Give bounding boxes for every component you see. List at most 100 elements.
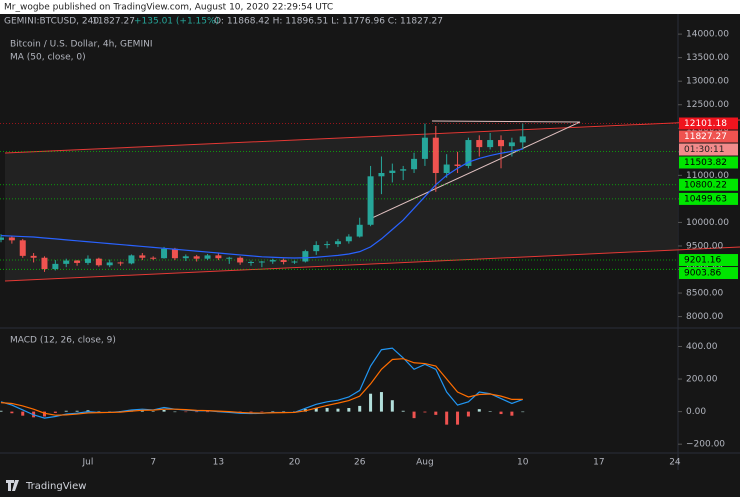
brand: TradingView: [25, 481, 86, 492]
macd-histogram-bar: [64, 410, 68, 412]
y-tick-label: 13500.00: [686, 53, 729, 63]
candle-body: [8, 237, 15, 241]
y-tick-label: 12500.00: [686, 100, 729, 110]
level-label-bg: [679, 192, 738, 205]
x-tick-label: 26: [354, 458, 366, 468]
price-label-bg: [679, 130, 738, 143]
candle-body: [302, 251, 309, 262]
candle-body: [204, 255, 211, 259]
candle-body: [84, 258, 91, 263]
candle-body: [30, 255, 37, 258]
macd-histogram-bar: [282, 411, 286, 412]
macd-histogram-bar: [42, 411, 46, 417]
candle-body: [269, 260, 276, 262]
macd-y-tick-label: −200.00: [686, 440, 725, 450]
candle-body: [52, 263, 59, 270]
x-tick-label: 17: [593, 458, 604, 468]
macd-line: [0, 358, 523, 416]
macd-histogram-bar: [379, 392, 383, 412]
candle-body: [74, 260, 81, 263]
macd-histogram-bar: [173, 411, 177, 413]
macd-y-tick-label: 0.00: [686, 407, 706, 417]
candle-body: [95, 258, 102, 266]
level-label: 12101.18: [684, 119, 727, 129]
x-tick-label: 24: [669, 458, 681, 468]
candle-body: [367, 176, 374, 225]
countdown-label-bg: [679, 143, 738, 156]
macd-histogram-bar: [401, 410, 405, 412]
candle-body: [248, 261, 255, 263]
macd-histogram-bar: [53, 411, 57, 413]
macd-histogram-bar: [477, 409, 481, 412]
macd-histogram-bar: [184, 411, 188, 413]
macd-histogram-bar: [97, 411, 101, 412]
candle-body: [519, 136, 526, 143]
y-tick-label: 9500.00: [686, 241, 723, 251]
macd-histogram-bar: [445, 411, 449, 425]
candle-body: [487, 140, 494, 148]
change: +135.01 (+1.15%): [134, 17, 219, 27]
candle-body: [150, 257, 157, 259]
x-tick-label: Aug: [416, 458, 434, 468]
macd-histogram-bar: [336, 408, 340, 412]
triangle-bottom: [371, 121, 581, 219]
macd-histogram-bar: [162, 409, 166, 412]
macd-histogram-bar: [488, 411, 492, 412]
candle-body: [193, 256, 200, 259]
macd-legend: MACD (12, 26, close, 9): [10, 336, 116, 346]
macd-histogram-bar: [325, 408, 329, 412]
candle-body: [128, 255, 135, 264]
candle-body: [237, 257, 244, 263]
candle-body: [106, 262, 113, 266]
candle-body: [508, 142, 515, 147]
candle-body: [378, 172, 385, 177]
macd-histogram-bar: [390, 400, 394, 412]
publisher: Mr_wogbe published on TradingView.com, A…: [4, 3, 333, 13]
macd-histogram-bar: [271, 411, 275, 412]
x-tick-label: 7: [150, 458, 156, 468]
macd-histogram-bar: [86, 410, 90, 412]
header-bar: [0, 0, 740, 14]
x-tick-label: 13: [213, 458, 224, 468]
macd-histogram-bar: [456, 411, 460, 425]
macd-y-tick-label: 400.00: [686, 342, 718, 352]
macd-histogram-bar: [369, 393, 373, 412]
logo: [6, 480, 19, 491]
triangle-top: [431, 120, 581, 123]
price-label: 11827.27: [684, 132, 727, 142]
candle-body: [334, 241, 341, 245]
candle-body: [476, 140, 483, 148]
candle-body: [215, 255, 222, 259]
macd-histogram-bar: [10, 411, 14, 414]
macd-histogram-bar: [0, 410, 3, 412]
y-tick-label: 8500.00: [686, 289, 723, 299]
level-label: 11503.82: [684, 158, 727, 168]
ohlc: O: 11868.42 H: 11896.51 L: 11776.96 C: 1…: [214, 17, 443, 27]
level-label-bg: [679, 178, 738, 191]
pair: GEMINI:BTCUSD, 240: [4, 17, 99, 27]
macd-y-tick-label: 200.00: [686, 375, 718, 385]
y-tick-label: 10000.00: [686, 218, 729, 228]
macd-histogram-bar: [412, 411, 416, 419]
x-tick-label: 20: [289, 458, 301, 468]
candle-body: [356, 224, 363, 237]
candle-body: [0, 237, 4, 240]
candle-body: [400, 169, 407, 171]
macd-histogram-bar: [314, 407, 318, 412]
macd-line: [0, 347, 523, 419]
candle-body: [411, 158, 418, 170]
y-tick-label: 13000.00: [686, 77, 729, 87]
y-tick-label: 11000.00: [686, 171, 729, 181]
macd-histogram-bar: [195, 411, 199, 413]
macd-histogram-bar: [140, 410, 144, 412]
candle-body: [324, 244, 331, 246]
candle-body: [19, 240, 26, 256]
marks: Jul7132026Aug1017248000.008500.009000.00…: [0, 30, 738, 468]
candle-body: [117, 262, 124, 264]
candle-body: [313, 245, 320, 252]
candle-body: [258, 261, 265, 263]
candle-body: [291, 261, 298, 263]
x-tick-label: 10: [517, 458, 529, 468]
